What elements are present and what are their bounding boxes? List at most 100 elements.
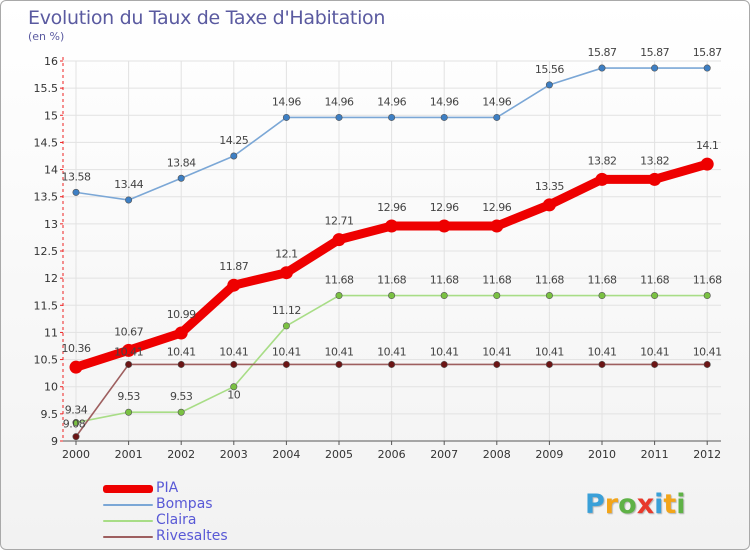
data-label-rivesaltes: 10.41	[535, 345, 564, 358]
data-point-rivesaltes	[598, 360, 606, 368]
legend-label: Bompas	[156, 496, 213, 512]
data-label-rivesaltes: 10.41	[219, 345, 248, 358]
data-point-claira	[335, 292, 343, 300]
x-tick-label: 2003	[220, 448, 248, 461]
data-point-pia	[122, 343, 136, 357]
data-point-rivesaltes	[703, 360, 711, 368]
data-point-rivesaltes	[125, 360, 133, 368]
data-point-rivesaltes	[493, 360, 501, 368]
data-point-bompas	[651, 64, 659, 72]
data-point-rivesaltes	[388, 360, 396, 368]
data-point-pia	[648, 172, 662, 186]
data-label-bompas: 15.87	[640, 46, 669, 59]
data-point-claira	[230, 383, 238, 391]
data-label-rivesaltes: 10.41	[114, 345, 143, 358]
data-label-pia: 10.36	[62, 342, 91, 355]
data-label-claira: 11.68	[640, 274, 669, 287]
legend-label: PIA	[156, 480, 179, 496]
y-tick-label: 15	[44, 109, 58, 122]
data-label-rivesaltes: 9.08	[63, 418, 86, 431]
y-tick-label: 9.5	[41, 408, 59, 421]
data-label-claira: 11.68	[588, 274, 617, 287]
data-label-pia: 12.96	[482, 201, 511, 214]
data-label-pia: 12.1	[275, 248, 298, 261]
data-label-bompas: 13.44	[114, 178, 143, 191]
y-axis-unit-label: (en %)	[28, 30, 65, 43]
data-label-bompas: 14.96	[482, 95, 511, 108]
data-label-bompas: 14.25	[219, 134, 248, 147]
x-tick-label: 2002	[167, 448, 195, 461]
data-point-pia	[700, 157, 714, 171]
data-label-claira: 9.53	[117, 390, 140, 403]
data-label-claira: 11.68	[693, 274, 722, 287]
data-point-bompas	[598, 64, 606, 72]
data-label-pia: 10.99	[167, 308, 196, 321]
data-point-pia	[437, 219, 451, 233]
data-label-pia: 13.35	[535, 180, 564, 193]
data-label-pia: 13.82	[588, 154, 617, 167]
data-label-bompas: 15.87	[693, 46, 722, 59]
data-point-claira	[72, 419, 80, 427]
data-label-rivesaltes: 10.41	[588, 345, 617, 358]
y-tick-label: 13.5	[34, 191, 59, 204]
data-point-claira	[282, 322, 290, 330]
y-tick-label: 10.5	[34, 354, 59, 367]
data-point-bompas	[493, 113, 501, 121]
data-point-rivesaltes	[545, 360, 553, 368]
data-point-claira	[703, 292, 711, 300]
logo-letter: x	[636, 489, 655, 520]
data-point-bompas	[388, 113, 396, 121]
data-point-pia	[279, 266, 293, 280]
data-label-bompas: 14.96	[325, 95, 354, 108]
data-label-pia: 11.87	[219, 260, 248, 273]
data-point-pia	[385, 219, 399, 233]
data-label-claira: 11.68	[325, 274, 354, 287]
data-point-bompas	[230, 152, 238, 160]
data-point-claira	[598, 292, 606, 300]
y-tick-label: 13	[44, 218, 58, 231]
data-point-bompas	[282, 113, 290, 121]
data-point-pia	[227, 278, 241, 292]
data-point-pia	[174, 326, 188, 340]
data-label-claira: 11.68	[482, 274, 511, 287]
data-label-claira: 10	[227, 389, 240, 402]
legend-swatch	[103, 504, 153, 506]
legend-swatch	[103, 520, 153, 522]
y-tick-label: 14.5	[34, 136, 59, 149]
x-tick-label: 2011	[641, 448, 669, 461]
data-label-rivesaltes: 10.41	[272, 345, 301, 358]
data-point-rivesaltes	[177, 360, 185, 368]
data-point-pia	[332, 233, 346, 247]
data-point-rivesaltes	[282, 360, 290, 368]
x-tick-label: 2009	[535, 448, 563, 461]
data-point-rivesaltes	[335, 360, 343, 368]
data-point-rivesaltes	[230, 360, 238, 368]
legend-label: Claira	[156, 512, 197, 528]
data-point-pia	[542, 198, 556, 212]
logo-letter: i	[654, 489, 664, 520]
data-label-bompas: 15.56	[535, 63, 564, 76]
data-point-pia	[490, 219, 504, 233]
y-tick-label: 16	[44, 55, 58, 68]
data-point-pia	[595, 172, 609, 186]
logo-letter: t	[663, 489, 677, 520]
data-label-bompas: 13.84	[167, 156, 196, 169]
y-tick-label: 9	[51, 435, 58, 448]
data-label-pia: 14.1	[696, 139, 719, 152]
y-tick-label: 15.5	[34, 82, 59, 95]
data-point-bompas	[177, 174, 185, 182]
data-label-bompas: 14.96	[430, 95, 459, 108]
data-label-claira: 9.53	[170, 390, 193, 403]
data-label-pia: 12.96	[377, 201, 406, 214]
chart-title: Evolution du Taux de Taxe d'Habitation	[28, 7, 386, 29]
data-point-rivesaltes	[440, 360, 448, 368]
data-point-bompas	[440, 113, 448, 121]
data-point-bompas	[703, 64, 711, 72]
data-point-pia	[69, 360, 83, 374]
logo-letter: r	[604, 489, 619, 520]
y-tick-label: 14	[44, 164, 58, 177]
data-label-pia: 12.71	[325, 215, 354, 228]
data-label-bompas: 14.96	[272, 95, 301, 108]
x-tick-label: 2010	[588, 448, 616, 461]
